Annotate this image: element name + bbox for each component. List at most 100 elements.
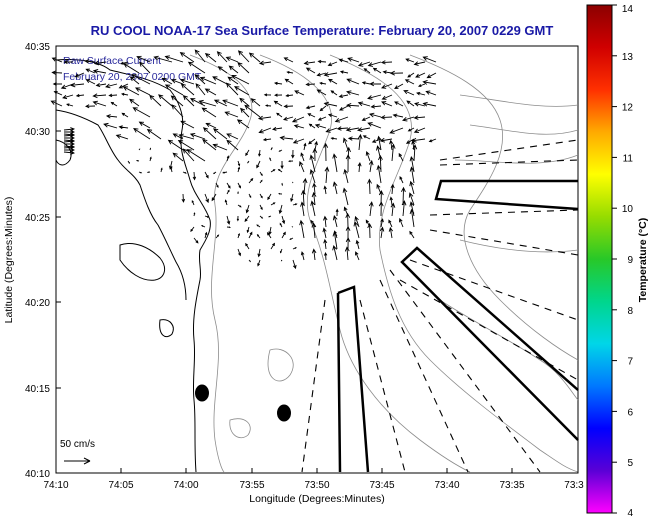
current-vector bbox=[413, 115, 426, 120]
current-vector bbox=[131, 74, 151, 85]
current-vector bbox=[324, 251, 328, 261]
current-vector bbox=[66, 103, 74, 107]
current-vector bbox=[186, 149, 206, 162]
current-vector bbox=[291, 116, 305, 123]
current-vector bbox=[52, 82, 63, 86]
current-vector bbox=[335, 208, 339, 217]
current-vector bbox=[389, 139, 394, 151]
current-vector bbox=[63, 60, 74, 64]
current-vector bbox=[372, 67, 382, 74]
current-vector bbox=[266, 232, 272, 239]
current-vector bbox=[105, 114, 118, 119]
current-vector bbox=[363, 68, 371, 74]
current-vector bbox=[346, 90, 360, 96]
current-vector bbox=[367, 61, 382, 67]
current-vector bbox=[299, 219, 305, 239]
current-vector bbox=[376, 164, 382, 184]
current-vector bbox=[314, 140, 318, 151]
current-vector bbox=[244, 215, 250, 223]
current-vector bbox=[212, 143, 228, 151]
current-vector bbox=[70, 82, 85, 88]
current-vector bbox=[201, 107, 217, 118]
current-vector bbox=[237, 61, 250, 74]
current-vector bbox=[129, 76, 140, 85]
current-vector bbox=[179, 78, 195, 85]
current-vector bbox=[289, 237, 294, 240]
current-vector bbox=[311, 191, 317, 206]
current-vector bbox=[353, 221, 360, 239]
current-vector bbox=[339, 105, 349, 111]
current-vector bbox=[237, 182, 241, 189]
current-vector bbox=[256, 160, 261, 169]
colorbar-tick-label: 10 bbox=[622, 204, 634, 215]
bathymetry-contours bbox=[189, 54, 579, 473]
current-vector bbox=[146, 171, 151, 174]
current-vector bbox=[194, 49, 206, 63]
current-vector bbox=[153, 55, 173, 63]
current-vector bbox=[339, 70, 349, 74]
current-vector bbox=[380, 115, 393, 120]
colorbar-tick-label: 5 bbox=[627, 458, 633, 469]
current-vector bbox=[212, 76, 228, 85]
current-vector bbox=[118, 125, 129, 130]
current-vector bbox=[324, 166, 330, 184]
current-vector bbox=[345, 127, 360, 132]
colorbar-tick-label: 7 bbox=[627, 357, 633, 368]
current-vector bbox=[305, 67, 316, 74]
current-vector bbox=[74, 72, 85, 78]
current-vector bbox=[409, 230, 415, 239]
current-vector bbox=[164, 84, 184, 96]
current-vector bbox=[388, 219, 393, 228]
current-vector bbox=[134, 87, 151, 96]
current-vector bbox=[245, 242, 250, 250]
current-vector bbox=[245, 149, 250, 157]
current-vector bbox=[357, 61, 371, 67]
current-vector bbox=[368, 112, 382, 118]
current-vector bbox=[357, 161, 362, 173]
current-vector bbox=[401, 186, 406, 206]
current-vector bbox=[228, 65, 239, 74]
current-vector bbox=[211, 193, 217, 202]
current-vector bbox=[412, 144, 418, 162]
current-vector bbox=[198, 99, 217, 107]
current-vector bbox=[428, 138, 437, 143]
current-vector bbox=[85, 79, 96, 85]
current-vector bbox=[225, 82, 239, 96]
current-vector bbox=[343, 168, 349, 184]
current-vector bbox=[92, 100, 107, 107]
current-vector bbox=[244, 104, 261, 118]
current-vector bbox=[75, 93, 85, 98]
current-vector bbox=[378, 201, 384, 217]
current-vector bbox=[285, 94, 294, 98]
current-vector bbox=[270, 147, 273, 151]
current-vector bbox=[406, 100, 415, 107]
current-vector bbox=[189, 133, 206, 140]
current-vector bbox=[179, 52, 195, 63]
current-vector bbox=[226, 189, 230, 195]
colorbar-gradient bbox=[586, 4, 613, 514]
y-tick-label: 40:35 bbox=[25, 42, 50, 53]
scale-arrow bbox=[64, 457, 91, 465]
current-vector bbox=[394, 101, 404, 107]
x-tick-labels: 74:10 74:05 74:00 73:55 73:50 73:45 73:4… bbox=[43, 480, 584, 491]
current-vector bbox=[226, 155, 230, 162]
current-vector bbox=[300, 189, 306, 206]
current-vector bbox=[192, 171, 197, 181]
current-vector bbox=[215, 182, 219, 189]
current-vector bbox=[389, 127, 404, 134]
current-vector bbox=[273, 100, 283, 107]
current-vector bbox=[170, 95, 184, 107]
x-tick-label: 73:55 bbox=[239, 480, 264, 491]
x-tick-label: 73:3 bbox=[564, 480, 584, 491]
current-vector bbox=[367, 122, 382, 129]
current-vector bbox=[120, 61, 129, 65]
current-vector bbox=[187, 61, 206, 74]
current-vector bbox=[345, 225, 351, 239]
current-vector bbox=[204, 171, 209, 179]
current-vector bbox=[288, 160, 294, 163]
current-vector bbox=[322, 227, 327, 239]
x-tick-label: 73:45 bbox=[369, 480, 394, 491]
current-vector bbox=[311, 248, 317, 261]
current-vector bbox=[307, 113, 316, 118]
current-vector bbox=[345, 154, 351, 173]
